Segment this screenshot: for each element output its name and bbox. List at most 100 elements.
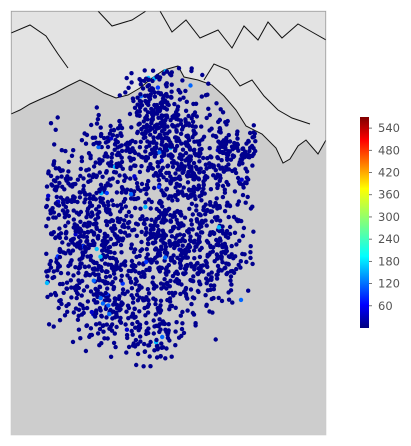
map-point	[196, 236, 202, 241]
map-point	[91, 271, 96, 276]
map-point	[57, 298, 62, 304]
map-point	[117, 308, 122, 313]
map-point	[142, 272, 147, 277]
map-point	[134, 233, 139, 238]
map-point	[201, 169, 206, 175]
map-point	[216, 163, 221, 168]
map-point	[190, 119, 196, 125]
map-point	[68, 176, 73, 181]
map-point	[169, 89, 174, 94]
map-point	[139, 126, 144, 132]
map-point	[169, 234, 175, 239]
map-point	[228, 278, 233, 283]
map-point	[128, 176, 133, 181]
map-point	[208, 187, 214, 192]
map-point	[77, 244, 83, 249]
map-point	[57, 246, 62, 252]
map-point	[85, 272, 91, 277]
map-point	[210, 249, 215, 254]
map-point	[224, 228, 230, 234]
map-point	[220, 110, 226, 115]
map-point	[108, 183, 113, 188]
map-point	[150, 275, 156, 280]
map-point	[179, 282, 184, 287]
map-point	[200, 263, 206, 268]
map-point	[139, 229, 144, 235]
map-point	[87, 192, 92, 197]
map-point	[154, 260, 159, 265]
map-point	[186, 121, 191, 126]
map-point	[150, 86, 156, 92]
map-point	[162, 277, 167, 282]
map-point	[197, 159, 202, 164]
map-point	[159, 341, 164, 346]
map-point	[126, 305, 132, 311]
map-point	[162, 144, 167, 149]
map-point	[201, 207, 206, 213]
map-point	[53, 235, 59, 240]
map-point	[112, 331, 118, 336]
map-point	[166, 153, 171, 158]
map-point	[174, 161, 180, 166]
map-point	[187, 147, 193, 152]
map-point	[166, 136, 171, 141]
map-point	[123, 190, 129, 195]
map-point	[209, 296, 214, 302]
map-point	[214, 276, 220, 281]
map-point	[99, 314, 105, 319]
map-point	[82, 244, 88, 250]
map-point	[62, 313, 68, 318]
map-point	[220, 228, 225, 233]
map-point	[209, 270, 214, 275]
map-frame	[10, 10, 327, 436]
map-point	[164, 69, 170, 74]
map-point	[151, 135, 156, 140]
map-point	[184, 294, 189, 299]
map-point	[191, 160, 197, 166]
map-point	[215, 206, 220, 211]
map-point	[50, 206, 55, 211]
map-point	[156, 177, 162, 183]
map-point	[100, 185, 105, 191]
map-point	[186, 195, 191, 200]
map-point	[219, 158, 224, 163]
map-point	[55, 175, 60, 180]
map-point	[152, 129, 158, 135]
colorbar: 540 480 420 360 300 240 180 120 60	[360, 117, 400, 328]
map-point	[133, 205, 138, 211]
map-point	[138, 216, 143, 222]
map-point	[96, 141, 101, 146]
map-point	[128, 166, 133, 172]
map-point	[168, 229, 173, 234]
map-point	[79, 155, 85, 160]
map-point	[171, 225, 176, 230]
map-point	[98, 254, 103, 259]
map-point	[180, 153, 185, 158]
map-point	[57, 254, 63, 260]
map-point	[77, 226, 83, 231]
map-point	[211, 231, 217, 236]
map-point	[193, 124, 198, 129]
map-point	[217, 178, 222, 183]
map-point	[218, 130, 223, 135]
map-point	[111, 226, 117, 231]
map-point	[238, 265, 243, 270]
map-point	[162, 127, 167, 132]
map-point	[196, 226, 202, 231]
map-point	[108, 324, 113, 329]
map-point	[197, 239, 202, 245]
map-point	[142, 341, 147, 347]
map-point	[107, 210, 112, 215]
map-point	[183, 117, 188, 122]
map-point	[122, 196, 128, 202]
map-point	[96, 204, 102, 209]
map-point	[76, 270, 81, 276]
map-point	[236, 148, 241, 153]
map-point	[144, 187, 149, 192]
map-point	[142, 68, 147, 73]
map-point	[222, 209, 228, 214]
map-point	[216, 295, 221, 301]
map-point	[136, 287, 142, 292]
map-point	[45, 197, 50, 202]
map-point	[200, 230, 205, 235]
